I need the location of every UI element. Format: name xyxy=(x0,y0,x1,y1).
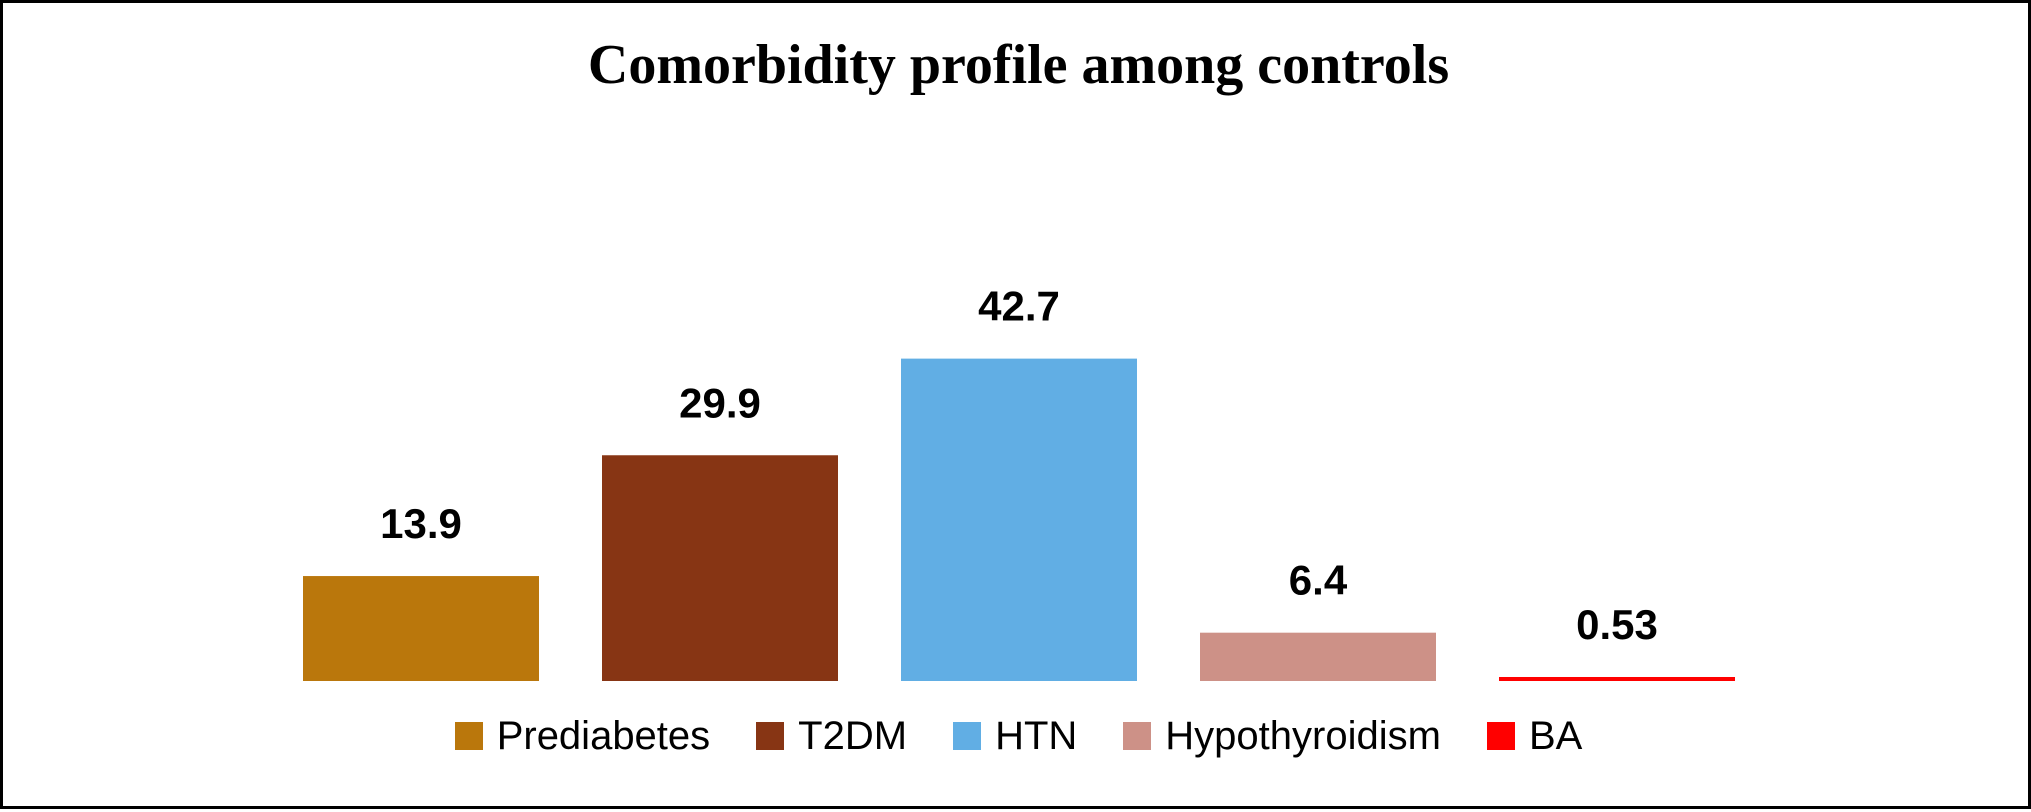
legend-label-htn: HTN xyxy=(995,713,1078,758)
data-label-hypothyroidism: 6.4 xyxy=(1289,557,1348,604)
legend-label-prediabetes: Prediabetes xyxy=(496,713,711,758)
legend-swatch-htn xyxy=(953,722,982,750)
legend-swatch-ba xyxy=(1486,722,1515,750)
data-label-t2dm: 29.9 xyxy=(679,379,761,426)
legend-swatch-prediabetes xyxy=(454,722,483,750)
legend-item-prediabetes: Prediabetes xyxy=(454,713,711,759)
data-label-ba: 0.53 xyxy=(1576,601,1658,648)
legend-label-t2dm: T2DM xyxy=(798,713,908,758)
legend-label-ba: BA xyxy=(1528,713,1583,758)
bar-prediabetes xyxy=(303,576,539,681)
plot-area: 13.9 29.9 42.7 6.4 0.53 xyxy=(303,283,1735,681)
legend-item-hypothyroidism: Hypothyroidism xyxy=(1123,714,1441,759)
data-label-prediabetes: 13.9 xyxy=(380,500,462,547)
legend-label-hypothyroidism: Hypothyroidism xyxy=(1165,713,1441,758)
chart-legend: Prediabetes T2DM HTN Hypothyroidism BA xyxy=(3,709,2031,763)
legend-item-ba: BA xyxy=(1486,713,1583,759)
data-label-htn: 42.7 xyxy=(978,283,1060,330)
legend-swatch-t2dm xyxy=(756,722,785,750)
bar-htn xyxy=(901,358,1137,681)
bar-hypothyroidism xyxy=(1200,632,1436,681)
bar-t2dm xyxy=(602,455,838,681)
legend-item-t2dm: T2DM xyxy=(756,714,907,759)
chart-title: Comorbidity profile among controls xyxy=(587,34,1450,96)
legend-swatch-hypothyroidism xyxy=(1123,722,1152,750)
bar-ba xyxy=(1499,676,1735,681)
legend-item-htn: HTN xyxy=(953,714,1077,759)
